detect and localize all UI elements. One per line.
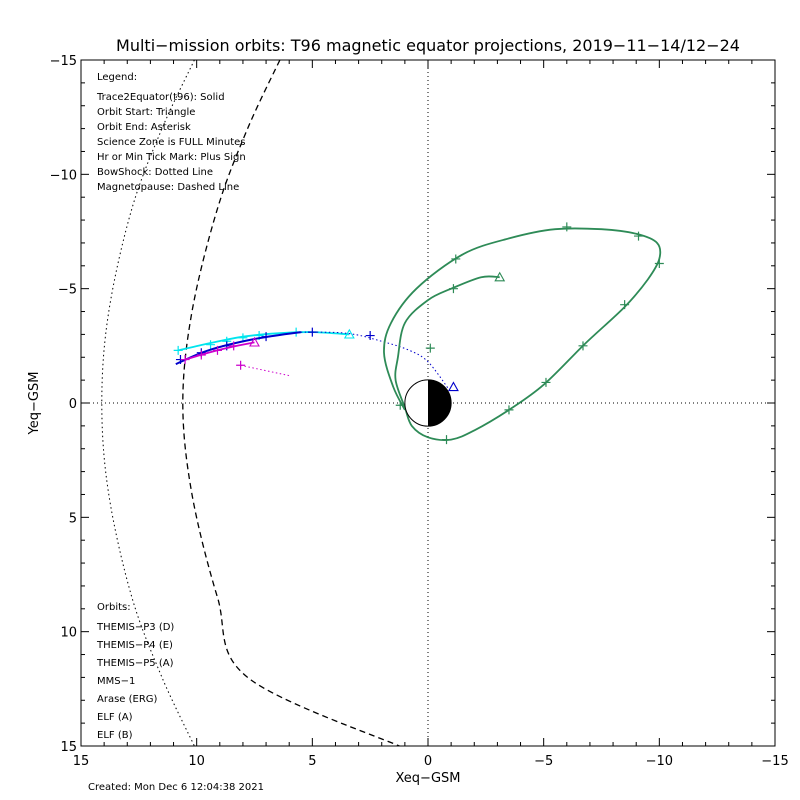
y-tick-label-2: −5 — [58, 283, 77, 298]
x-tick-label-3: 0 — [424, 754, 432, 769]
orbit-label-5: ELF (A) — [97, 712, 133, 723]
legend: Legend: Trace2Equator(t96): Solid Orbit St… — [96, 72, 246, 741]
y-axis-label: Yeq−GSM — [27, 372, 42, 436]
earth-dayside — [404, 379, 428, 427]
y-tick-label-0: −15 — [50, 54, 77, 69]
series-0-tick-1 — [206, 340, 216, 350]
series-2-line — [184, 341, 255, 361]
x-tick-label-2: 5 — [308, 754, 316, 769]
earth-nightside — [428, 379, 452, 427]
orbit-label-2: THEMIS−P5 (A) — [96, 658, 174, 669]
y-tick-label-6: 15 — [60, 740, 77, 755]
series-1-tick-4 — [307, 327, 317, 337]
orbit-label-0: THEMIS−P3 (D) — [96, 622, 174, 633]
y-tick-label-1: −10 — [50, 168, 77, 183]
created-timestamp: Created: Mon Dec 6 12:04:38 2021 — [88, 782, 264, 793]
series-3-tick-11 — [451, 254, 461, 264]
orbits-title: Orbits: — [97, 602, 131, 613]
chart-title: Multi−mission orbits: T96 magnetic equat… — [116, 36, 740, 55]
orbit-label-1: THEMIS−P4 (E) — [96, 640, 173, 651]
series-3-tick-10 — [562, 222, 572, 232]
orbit-label-6: ELF (B) — [97, 730, 133, 741]
series-2-tick-3 — [229, 341, 239, 351]
x-tick-label-6: −15 — [761, 754, 788, 769]
legend-line-5: BowShock: Dotted Line — [97, 167, 213, 178]
x-axis-label: Xeq−GSM — [395, 771, 460, 786]
orbit-label-4: Arase (ERG) — [97, 694, 158, 705]
y-tick-label-3: 0 — [69, 397, 77, 412]
orbit-label-3: MMS−1 — [97, 676, 135, 687]
series-2-start-marker — [249, 336, 260, 347]
series-3-start-marker — [494, 271, 506, 282]
x-tick-label-4: −5 — [534, 754, 553, 769]
orbit-series — [173, 222, 664, 445]
axis-ticks: 15 10 5 0 −5 −10 −15 −15 −10 −5 0 5 10 15 — [50, 54, 789, 769]
series-2-tick-2 — [212, 345, 222, 355]
series-3-line — [383, 227, 662, 441]
series-3-tick-3 — [442, 435, 452, 445]
series-1-start-marker — [448, 381, 459, 392]
earth-symbol — [404, 379, 452, 427]
earth-outline — [404, 379, 452, 427]
magnetopause-curve — [182, 60, 402, 746]
series-3-tick-5 — [541, 377, 551, 387]
legend-line-0: Trace2Equator(t96): Solid — [96, 92, 225, 103]
series-0-start-marker — [343, 328, 355, 339]
y-tick-label-5: 10 — [60, 626, 77, 641]
series-3-tick-2 — [395, 400, 405, 410]
series-2-tick2-0 — [236, 360, 246, 370]
legend-line-4: Hr or Min Tick Mark: Plus Sign — [97, 152, 246, 163]
series-3-tick-7 — [620, 300, 630, 310]
series-0-tick-0 — [173, 345, 183, 355]
x-tick-label-1: 10 — [188, 754, 205, 769]
legend-line-2: Orbit End: Asterisk — [97, 122, 191, 133]
series-0-line — [178, 331, 350, 352]
x-tick-label-0: 15 — [73, 754, 90, 769]
series-1-tick-5 — [365, 331, 375, 341]
legend-line-1: Orbit Start: Triangle — [97, 107, 195, 118]
x-tick-label-5: −10 — [646, 754, 673, 769]
series-3-tick-6 — [578, 341, 588, 351]
series-3-tick-8 — [654, 259, 664, 269]
legend-title: Legend: — [97, 72, 137, 83]
boundary-curves — [101, 60, 402, 746]
series-3-tick-4 — [504, 405, 514, 415]
series-3-tick-1 — [425, 343, 435, 353]
series-1-line-dotted — [300, 331, 450, 390]
legend-line-3: Science Zone is FULL Minutes — [97, 137, 246, 148]
series-2-tick-0 — [180, 355, 190, 365]
series-3-tick-0 — [448, 284, 458, 294]
y-tick-label-4: 5 — [69, 511, 77, 526]
series-2-line-2 — [240, 364, 290, 377]
legend-line-6: Magnetopause: Dashed Line — [97, 182, 239, 193]
series-1-tick-3 — [261, 332, 271, 342]
series-3-tick-9 — [634, 231, 644, 241]
bowshock-curve — [101, 60, 195, 746]
series-2-tick-1 — [196, 350, 206, 360]
